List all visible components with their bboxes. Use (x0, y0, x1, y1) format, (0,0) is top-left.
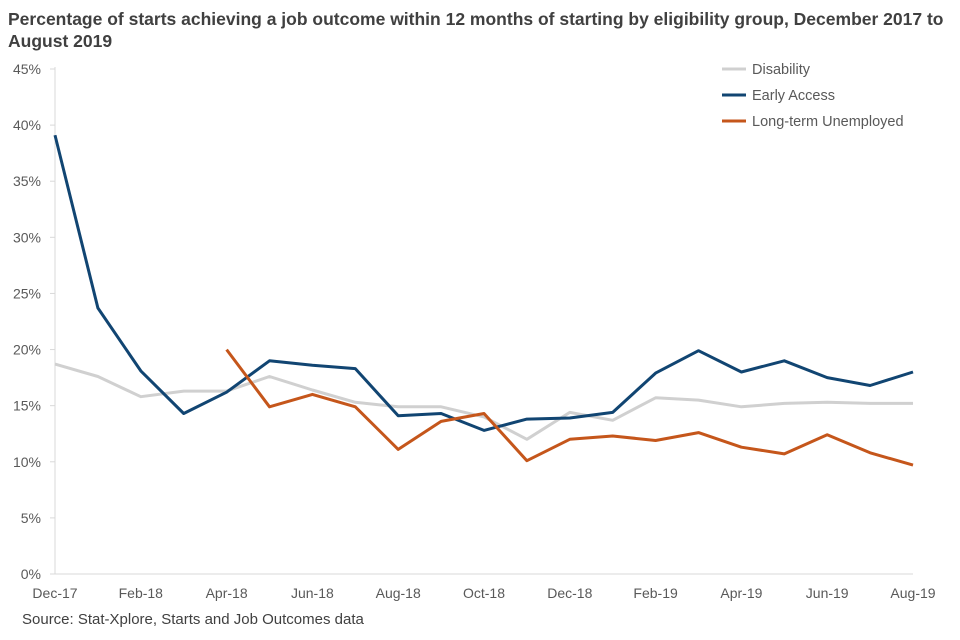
legend-label: Long-term Unemployed (752, 114, 904, 130)
x-tick-label: Aug-19 (890, 585, 935, 601)
legend-label: Disability (752, 62, 811, 78)
chart-title: Percentage of starts achieving a job out… (8, 9, 944, 51)
x-tick-label: Apr-18 (206, 585, 248, 601)
y-tick-label: 40% (13, 117, 41, 133)
x-tick-label: Feb-18 (119, 585, 164, 601)
y-tick-label: 20% (13, 342, 41, 358)
x-tick-label: Oct-18 (463, 585, 505, 601)
y-tick-label: 45% (13, 61, 41, 77)
y-tick-label: 15% (13, 398, 41, 414)
legend-label: Early Access (752, 88, 835, 104)
x-tick-label: Aug-18 (376, 585, 421, 601)
y-tick-label: 25% (13, 285, 41, 301)
y-tick-label: 0% (21, 566, 41, 582)
y-tick-label: 35% (13, 173, 41, 189)
x-tick-label: Dec-17 (32, 585, 77, 601)
x-tick-label: Apr-19 (720, 585, 762, 601)
y-tick-label: 10% (13, 454, 41, 470)
series-line-early-access (53, 134, 914, 432)
x-tick-label: Jun-19 (806, 585, 849, 601)
y-tick-label: 5% (21, 510, 41, 526)
x-tick-label: Jun-18 (291, 585, 334, 601)
chart-source: Source: Stat-Xplore, Starts and Job Outc… (22, 611, 364, 628)
x-tick-label: Feb-19 (633, 585, 678, 601)
y-tick-label: 30% (13, 229, 41, 245)
x-tick-label: Dec-18 (547, 585, 592, 601)
series-line-disability (54, 362, 913, 441)
